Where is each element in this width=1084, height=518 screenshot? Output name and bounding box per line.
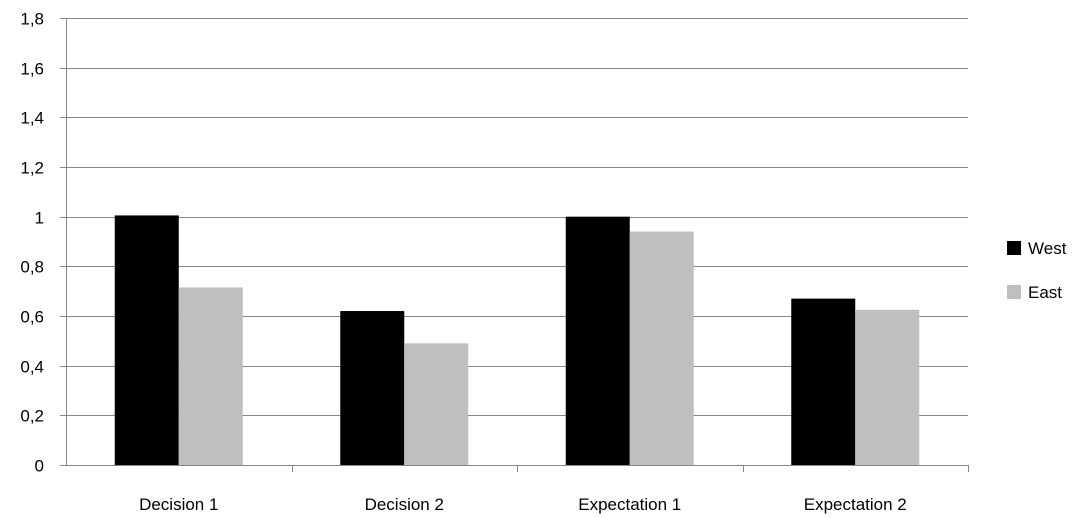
legend-label-west: West [1028, 239, 1067, 258]
legend: West East [1007, 239, 1067, 302]
legend-label-east: East [1028, 283, 1062, 302]
y-tick-label: 0,6 [20, 308, 44, 327]
y-tick-label: 0,8 [20, 258, 44, 277]
x-tick-label: Decision 1 [139, 495, 218, 514]
bar-west-expectation-2 [791, 298, 856, 465]
legend-swatch-west [1007, 241, 1021, 255]
axes [60, 18, 969, 472]
y-tick-label: 0 [35, 457, 44, 476]
x-axis-tick-labels: Decision 1 Decision 2 Expectation 1 Expecta… [139, 495, 907, 514]
bar-east-decision-1 [178, 287, 243, 465]
bar-east-expectation-1 [629, 231, 694, 465]
y-axis-tick-labels: 0 0,2 0,4 0,6 0,8 1 1,2 1,4 1,6 1,8 [20, 10, 44, 476]
bars [114, 215, 920, 465]
bar-east-expectation-2 [855, 309, 920, 465]
y-tick-label: 0,4 [20, 358, 44, 377]
bar-east-decision-2 [404, 343, 469, 465]
bar-west-expectation-1 [565, 216, 630, 465]
x-tick-label: Expectation 1 [578, 495, 681, 514]
y-tick-label: 1,4 [20, 109, 44, 128]
y-tick-label: 1,8 [20, 10, 44, 29]
y-tick-label: 1,2 [20, 159, 44, 178]
y-tick-label: 0,2 [20, 407, 44, 426]
y-tick-label: 1 [35, 209, 44, 228]
legend-swatch-east [1007, 285, 1021, 299]
x-tick-label: Decision 2 [365, 495, 444, 514]
x-tick-label: Expectation 2 [804, 495, 907, 514]
bar-west-decision-2 [340, 311, 405, 465]
bar-west-decision-1 [114, 215, 179, 465]
y-tick-label: 1,6 [20, 60, 44, 79]
